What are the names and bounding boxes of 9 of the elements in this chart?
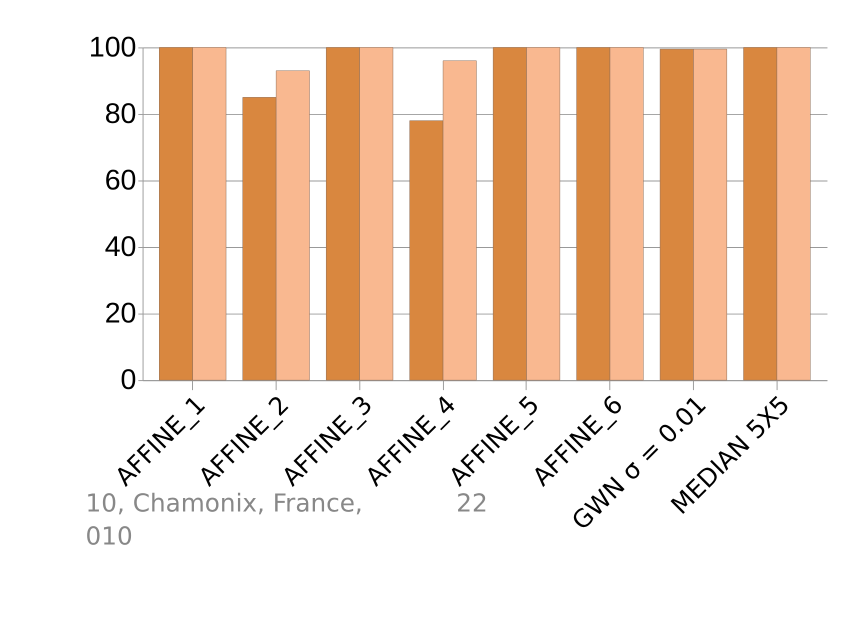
y-tick-label: 0 (120, 364, 136, 396)
y-tick-label: 100 (88, 31, 136, 64)
text: 22 (456, 488, 488, 518)
text: 010 (86, 522, 133, 551)
y-tick-label: 60 (104, 164, 136, 197)
y-tick-label: 20 (104, 298, 136, 330)
y-tick-label: 80 (104, 98, 136, 130)
text: 10, Chamonix, France, (86, 488, 363, 518)
y-tick-label: 40 (104, 231, 136, 264)
